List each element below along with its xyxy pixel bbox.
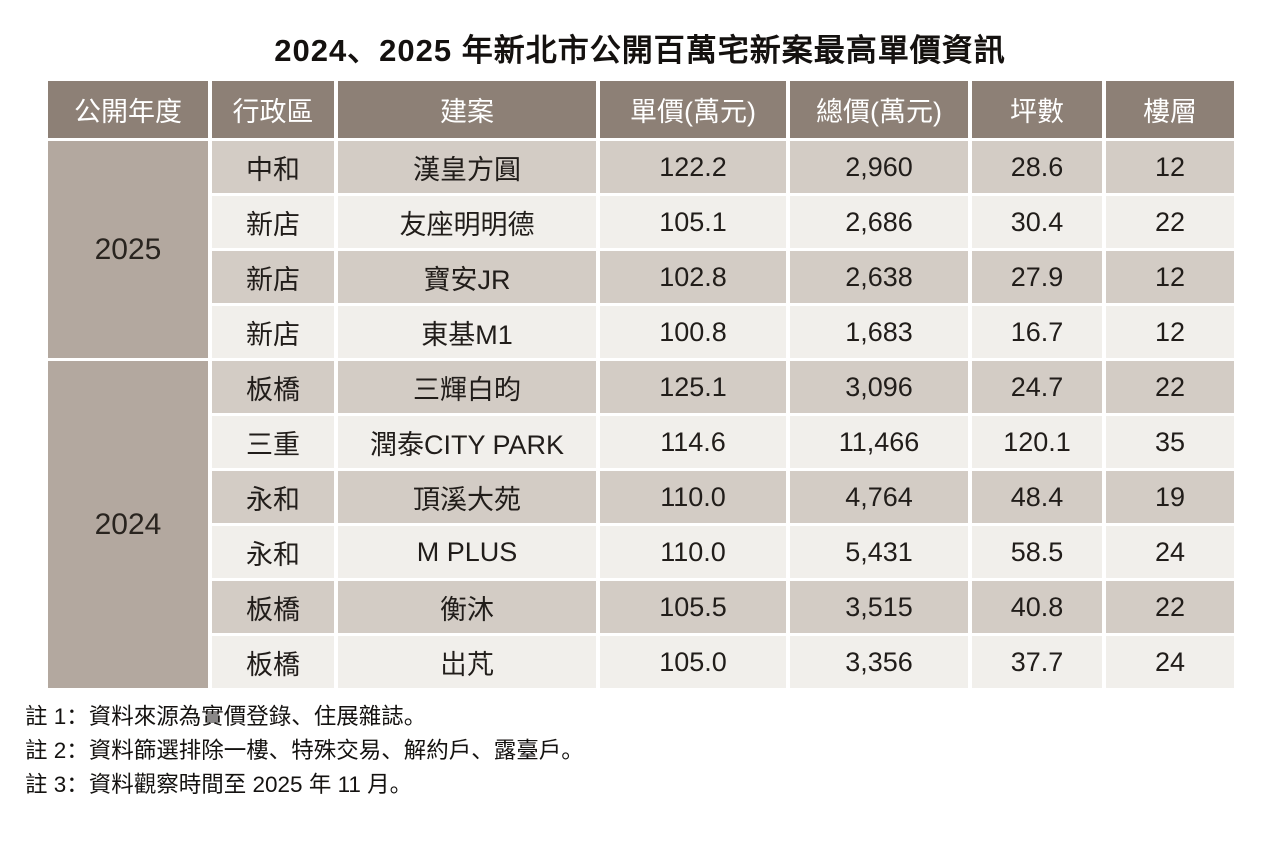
cell-district: 新店 [212, 196, 334, 248]
cell-floors: 12 [1106, 306, 1234, 358]
cell-district: 新店 [212, 251, 334, 303]
table-row: 永和 M PLUS 110.0 5,431 58.5 24 [48, 526, 1234, 578]
cell-ping: 28.6 [972, 141, 1102, 193]
header-row: 公開年度 行政區 建案 單價(萬元) 總價(萬元) 坪數 樓層 [48, 81, 1234, 138]
cell-floors: 12 [1106, 141, 1234, 193]
cell-ping: 58.5 [972, 526, 1102, 578]
cell-floors: 24 [1106, 636, 1234, 688]
cell-total-price: 3,515 [790, 581, 968, 633]
col-header-total-price: 總價(萬元) [790, 81, 968, 138]
table-row: 新店 東基M1 100.8 1,683 16.7 12 [48, 306, 1234, 358]
cell-district: 永和 [212, 471, 334, 523]
cell-total-price: 2,638 [790, 251, 968, 303]
col-header-floors: 樓層 [1106, 81, 1234, 138]
cell-ping: 120.1 [972, 416, 1102, 468]
cell-unit-price: 105.5 [600, 581, 786, 633]
cell-unit-price: 102.8 [600, 251, 786, 303]
cell-ping: 24.7 [972, 361, 1102, 413]
cell-district: 新店 [212, 306, 334, 358]
cell-floors: 35 [1106, 416, 1234, 468]
cell-district: 板橋 [212, 636, 334, 688]
note-1: 註 1：資料來源為實價登錄、住展雜誌。 [25, 704, 427, 729]
table-row: 2025 中和 漢皇方圓 122.2 2,960 28.6 12 [48, 141, 1234, 358]
cell-ping: 16.7 [972, 306, 1102, 358]
footnotes: 註 1：資料來源為實價登錄、住展雜誌。 註 2：資料篩選排除一樓、特殊交易、解約… [25, 701, 1280, 801]
col-header-unit-price: 單價(萬元) [600, 81, 786, 138]
cell-floors: 22 [1106, 361, 1234, 413]
cell-ping: 48.4 [972, 471, 1102, 523]
cell-total-price: 1,683 [790, 306, 968, 358]
cell-ping: 40.8 [972, 581, 1102, 633]
col-header-year: 公開年度 [48, 81, 208, 138]
table-row: 永和 頂溪大苑 110.0 4,764 48.4 19 [48, 471, 1234, 523]
cell-unit-price: 114.6 [600, 416, 786, 468]
cell-ping: 30.4 [972, 196, 1102, 248]
cell-total-price: 11,466 [790, 416, 968, 468]
cell-unit-price: 105.1 [600, 196, 786, 248]
note-2: 註 2：資料篩選排除一樓、特殊交易、解約戶、露臺戶。 [25, 737, 584, 763]
table-row: 三重 潤泰CITY PARK 114.6 11,466 120.1 35 [48, 416, 1234, 468]
cell-district: 三重 [212, 416, 334, 468]
cell-unit-price: 122.2 [600, 141, 786, 193]
cell-total-price: 3,096 [790, 361, 968, 413]
cell-ping: 37.7 [972, 636, 1102, 688]
table-row: 板橋 岀芃 105.0 3,356 37.7 24 [48, 636, 1234, 688]
cell-total-price: 5,431 [790, 526, 968, 578]
table-row: 新店 寶安JR 102.8 2,638 27.9 12 [48, 251, 1234, 303]
cell-district: 永和 [212, 526, 334, 578]
cell-ping: 27.9 [972, 251, 1102, 303]
cell-project: M PLUS [338, 526, 596, 578]
cell-floors: 22 [1106, 581, 1234, 633]
cell-total-price: 2,960 [790, 141, 968, 193]
col-header-district: 行政區 [212, 81, 334, 138]
infographic-page: 2024、2025 年新北市公開百萬宅新案最高單價資訊 公開年度 行政區 建案 … [0, 25, 1280, 801]
cell-floors: 19 [1106, 471, 1234, 523]
table-row: 板橋 衡沐 105.5 3,515 40.8 22 [48, 581, 1234, 633]
table-row: 2024 板橋 三輝白昀 125.1 3,096 24.7 22 [48, 361, 1234, 688]
price-table: 公開年度 行政區 建案 單價(萬元) 總價(萬元) 坪數 樓層 2025 中和 … [44, 78, 1238, 691]
year-cell-2024: 2024 [48, 361, 208, 688]
cell-project: 衡沐 [338, 581, 596, 633]
cell-floors: 24 [1106, 526, 1234, 578]
cell-district: 中和 [212, 141, 334, 193]
cell-floors: 22 [1106, 196, 1234, 248]
cell-floors: 12 [1106, 251, 1234, 303]
cell-district: 板橋 [212, 361, 334, 413]
col-header-ping: 坪數 [972, 81, 1102, 138]
cell-unit-price: 100.8 [600, 306, 786, 358]
cell-project: 友座明明德 [338, 196, 596, 248]
col-header-project: 建案 [338, 81, 596, 138]
cell-project: 頂溪大苑 [338, 471, 596, 523]
year-cell-2025: 2025 [48, 141, 208, 358]
cell-unit-price: 110.0 [600, 526, 786, 578]
cell-total-price: 2,686 [790, 196, 968, 248]
cell-project: 三輝白昀 [338, 361, 596, 413]
cell-project: 潤泰CITY PARK [338, 416, 596, 468]
cell-project: 東基M1 [338, 306, 596, 358]
table-row: 新店 友座明明德 105.1 2,686 30.4 22 [48, 196, 1234, 248]
cell-unit-price: 110.0 [600, 471, 786, 523]
cell-unit-price: 125.1 [600, 361, 786, 413]
cell-project: 漢皇方圓 [338, 141, 596, 193]
cell-total-price: 3,356 [790, 636, 968, 688]
cell-total-price: 4,764 [790, 471, 968, 523]
cell-unit-price: 105.0 [600, 636, 786, 688]
cell-project: 岀芃 [338, 636, 596, 688]
page-title: 2024、2025 年新北市公開百萬宅新案最高單價資訊 [274, 33, 1006, 68]
note-3: 註 3：資料觀察時間至 2025 年 11 月。 [25, 771, 413, 797]
cell-district: 板橋 [212, 581, 334, 633]
cell-project: 寶安JR [338, 251, 596, 303]
